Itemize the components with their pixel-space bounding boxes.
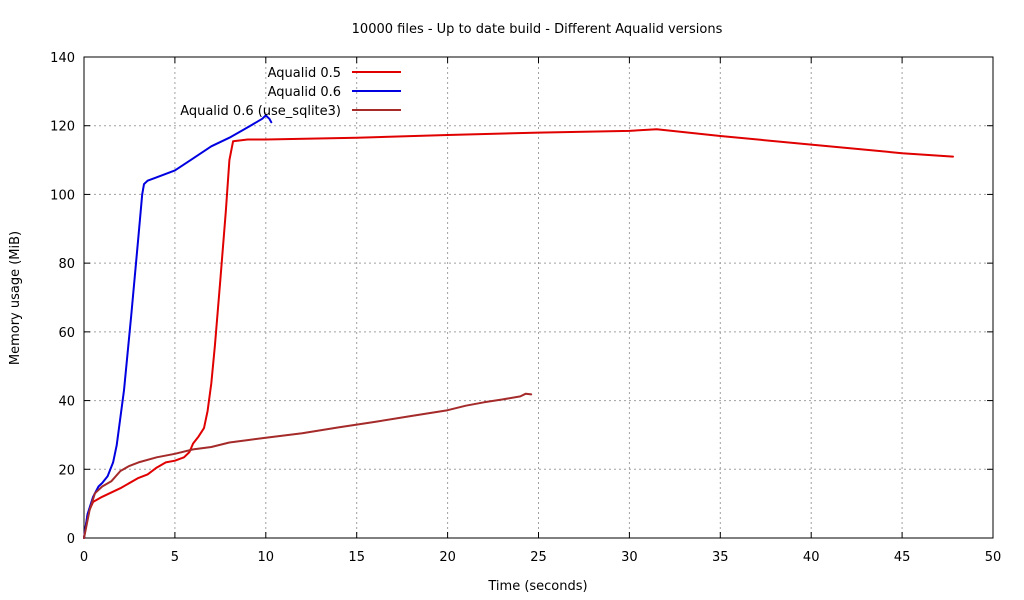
x-tick-label: 25 (530, 550, 547, 565)
x-tick-label: 35 (712, 550, 729, 565)
x-tick-label: 40 (803, 550, 820, 565)
chart-title: 10000 files - Up to date build - Differe… (352, 22, 723, 37)
legend-label: Aqualid 0.6 (268, 85, 341, 100)
x-tick-label: 5 (171, 550, 179, 565)
series-layer (83, 114, 954, 539)
x-tick-label: 45 (894, 550, 911, 565)
grid-layer (84, 57, 993, 538)
series-line-1 (83, 128, 954, 539)
axis-layer: 0 20 40 60 80 100 120 140 0 5 10 15 20 25 30 35 40 45 50 (50, 51, 1001, 565)
y-tick-label: 120 (50, 120, 75, 135)
x-tick-label: 10 (258, 550, 275, 565)
y-tick-label: 40 (58, 395, 75, 410)
x-tick-label: 30 (621, 550, 638, 565)
x-axis-label: Time (seconds) (487, 579, 587, 594)
x-tick-label: 0 (80, 550, 88, 565)
y-tick-label: 80 (58, 257, 75, 272)
series-line-3 (83, 392, 533, 539)
x-tick-label: 50 (985, 550, 1002, 565)
legend-label: Aqualid 0.5 (268, 66, 341, 81)
y-axis-label: Memory usage (MiB) (8, 231, 23, 365)
y-tick-label: 60 (58, 326, 75, 341)
legend: Aqualid 0.5 Aqualid 0.6 Aqualid 0.6 (use_s… (180, 66, 401, 119)
x-tick-label: 20 (439, 550, 456, 565)
y-tick-label: 20 (58, 463, 75, 478)
y-tick-label: 0 (67, 532, 75, 547)
x-tick-label: 15 (348, 550, 365, 565)
y-tick-label: 140 (50, 51, 75, 66)
y-tick-label: 100 (50, 188, 75, 203)
series-line-2 (83, 114, 273, 539)
legend-label: Aqualid 0.6 (use_sqlite3) (180, 104, 341, 119)
